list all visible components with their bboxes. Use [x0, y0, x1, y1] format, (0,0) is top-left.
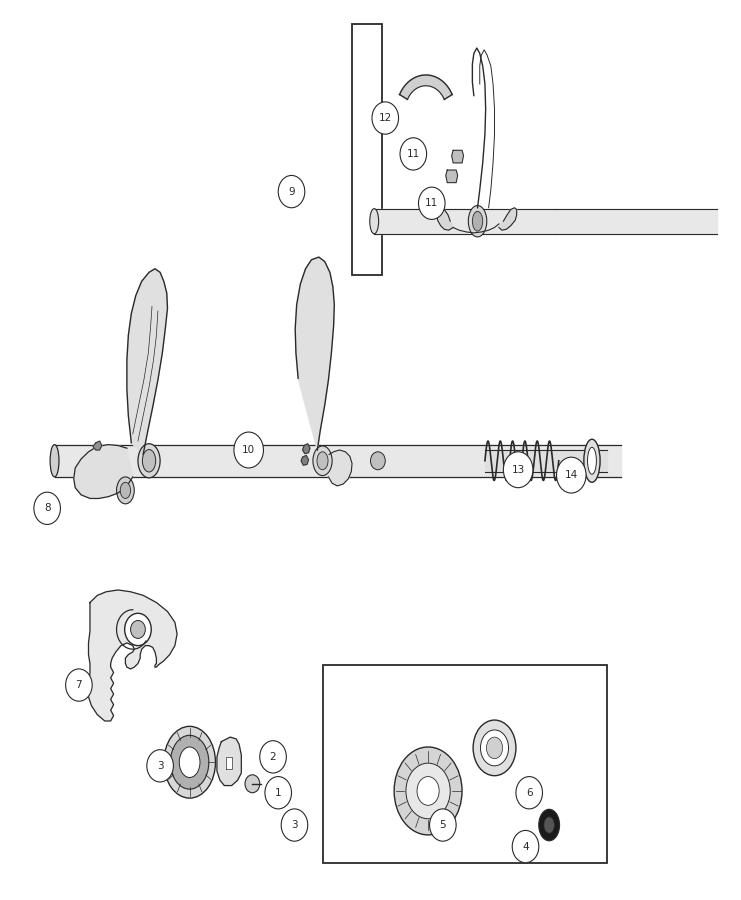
Polygon shape — [93, 441, 102, 450]
Circle shape — [281, 809, 308, 842]
Text: 8: 8 — [44, 503, 50, 513]
Ellipse shape — [539, 809, 559, 841]
Ellipse shape — [472, 212, 482, 231]
Circle shape — [245, 775, 260, 793]
Circle shape — [400, 138, 427, 170]
Circle shape — [503, 452, 533, 488]
Text: 3: 3 — [291, 820, 298, 830]
Ellipse shape — [406, 763, 451, 819]
Polygon shape — [328, 450, 352, 486]
Polygon shape — [446, 170, 458, 183]
Ellipse shape — [120, 482, 130, 499]
Text: 9: 9 — [288, 186, 295, 196]
Polygon shape — [226, 757, 232, 769]
Ellipse shape — [544, 817, 554, 833]
Circle shape — [66, 669, 92, 701]
Polygon shape — [127, 269, 167, 454]
Ellipse shape — [468, 205, 487, 237]
Ellipse shape — [588, 447, 597, 474]
Circle shape — [372, 102, 399, 134]
Text: 14: 14 — [565, 470, 578, 480]
Text: 11: 11 — [407, 148, 420, 159]
Text: 3: 3 — [157, 760, 164, 770]
Text: 13: 13 — [511, 464, 525, 474]
Polygon shape — [74, 445, 133, 499]
Ellipse shape — [138, 444, 160, 478]
Circle shape — [147, 750, 173, 782]
Bar — [352, 23, 382, 275]
Ellipse shape — [179, 747, 200, 778]
Polygon shape — [499, 208, 516, 230]
Polygon shape — [301, 455, 308, 465]
Bar — [322, 665, 607, 863]
Ellipse shape — [480, 730, 508, 766]
Ellipse shape — [170, 735, 209, 789]
Polygon shape — [295, 257, 334, 450]
Circle shape — [556, 457, 586, 493]
Polygon shape — [217, 737, 242, 786]
Circle shape — [34, 492, 61, 525]
Text: 4: 4 — [522, 842, 529, 851]
Circle shape — [234, 432, 264, 468]
Ellipse shape — [394, 747, 462, 835]
Text: 1: 1 — [275, 788, 282, 797]
Ellipse shape — [417, 777, 439, 806]
Text: 10: 10 — [242, 445, 255, 455]
Ellipse shape — [370, 209, 379, 234]
Circle shape — [430, 809, 456, 842]
Circle shape — [265, 777, 291, 809]
Circle shape — [278, 176, 305, 208]
Text: 6: 6 — [526, 788, 533, 797]
Polygon shape — [302, 444, 310, 454]
Circle shape — [516, 777, 542, 809]
Circle shape — [124, 613, 151, 645]
Text: 7: 7 — [76, 680, 82, 690]
Circle shape — [512, 831, 539, 863]
Circle shape — [419, 187, 445, 220]
Circle shape — [370, 452, 385, 470]
Text: 2: 2 — [270, 752, 276, 761]
Ellipse shape — [486, 737, 502, 759]
Polygon shape — [452, 150, 464, 163]
Polygon shape — [399, 75, 452, 99]
Text: 5: 5 — [439, 820, 446, 830]
Ellipse shape — [313, 446, 332, 475]
Ellipse shape — [584, 439, 600, 482]
Polygon shape — [88, 590, 177, 721]
Text: 11: 11 — [425, 198, 439, 208]
Circle shape — [130, 620, 145, 638]
Polygon shape — [437, 208, 453, 230]
Ellipse shape — [50, 445, 59, 477]
Text: 12: 12 — [379, 113, 392, 123]
Ellipse shape — [473, 720, 516, 776]
Ellipse shape — [317, 452, 328, 470]
Ellipse shape — [116, 477, 134, 504]
Circle shape — [260, 741, 286, 773]
Ellipse shape — [142, 450, 156, 472]
Ellipse shape — [164, 726, 216, 798]
